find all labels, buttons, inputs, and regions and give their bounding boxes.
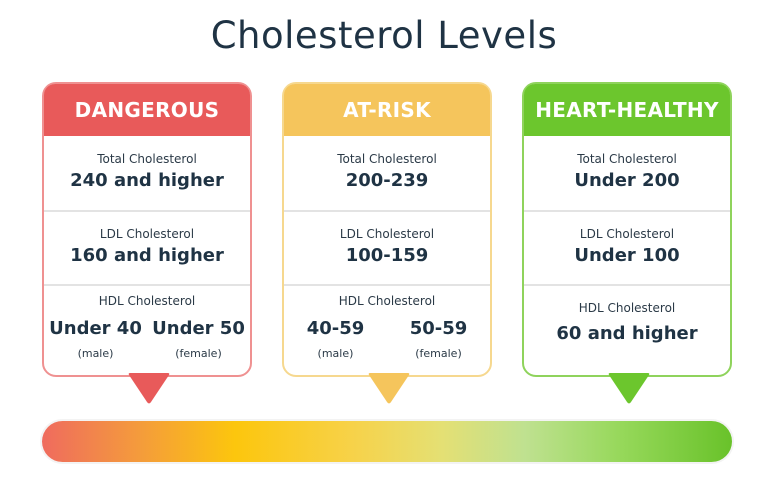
hdl-female-label: (female) xyxy=(415,347,462,360)
ldl-cholesterol-value: 100-159 xyxy=(345,245,429,266)
pointer-down-icon xyxy=(128,373,170,404)
pointer-down-icon xyxy=(608,373,650,404)
hdl-male-label: (male) xyxy=(77,347,114,360)
pointer-down-icon xyxy=(368,373,410,404)
hdl-cholesterol-label: HDL Cholesterol xyxy=(578,301,676,315)
page-title: Cholesterol Levels xyxy=(210,14,558,57)
card-heart-healthy: HEART-HEALTHY Total Cholesterol Under 20… xyxy=(522,82,732,404)
hdl-female-value: Under 50 xyxy=(152,318,245,339)
card-header-dangerous: DANGEROUS xyxy=(44,84,250,136)
hdl-cholesterol-section: HDL Cholesterol 40-59 (male) 50-59 (fema… xyxy=(284,286,490,375)
hdl-male-label: (male) xyxy=(317,347,354,360)
hdl-female-label: (female) xyxy=(175,347,222,360)
hdl-cholesterol-section: HDL Cholesterol Under 40 (male) Under 50… xyxy=(44,286,250,375)
total-cholesterol-value: 200-239 xyxy=(345,170,429,191)
total-cholesterol-value: Under 200 xyxy=(574,170,680,191)
total-cholesterol-label: Total Cholesterol xyxy=(337,152,437,166)
ldl-cholesterol-section: LDL Cholesterol Under 100 xyxy=(524,212,730,286)
hdl-male-value: Under 40 xyxy=(49,318,142,339)
hdl-female-value: 50-59 xyxy=(409,318,468,339)
card-header-at-risk: AT-RISK xyxy=(284,84,490,136)
ldl-cholesterol-section: LDL Cholesterol 160 and higher xyxy=(44,212,250,286)
ldl-cholesterol-value: 160 and higher xyxy=(70,245,224,266)
ldl-cholesterol-label: LDL Cholesterol xyxy=(99,227,195,241)
total-cholesterol-label: Total Cholesterol xyxy=(577,152,677,166)
total-cholesterol-value: 240 and higher xyxy=(70,170,224,191)
hdl-male: 40-59 (male) xyxy=(307,318,365,360)
hdl-male: Under 40 (male) xyxy=(49,318,142,360)
card-dangerous: DANGEROUS Total Cholesterol 240 and high… xyxy=(42,82,252,404)
total-cholesterol-section: Total Cholesterol Under 200 xyxy=(524,136,730,212)
hdl-female: 50-59 (female) xyxy=(410,318,468,360)
total-cholesterol-section: Total Cholesterol 240 and higher xyxy=(44,136,250,212)
total-cholesterol-label: Total Cholesterol xyxy=(97,152,197,166)
total-cholesterol-section: Total Cholesterol 200-239 xyxy=(284,136,490,212)
hdl-split: 40-59 (male) 50-59 (female) xyxy=(284,318,490,360)
hdl-cholesterol-label: HDL Cholesterol xyxy=(98,294,196,308)
hdl-male-value: 40-59 xyxy=(306,318,365,339)
card-header-heart-healthy: HEART-HEALTHY xyxy=(524,84,730,136)
card-at-risk: AT-RISK Total Cholesterol 200-239 LDL Ch… xyxy=(282,82,492,404)
hdl-female: Under 50 (female) xyxy=(152,318,245,360)
ldl-cholesterol-label: LDL Cholesterol xyxy=(339,227,435,241)
ldl-cholesterol-section: LDL Cholesterol 100-159 xyxy=(284,212,490,286)
ldl-cholesterol-label: LDL Cholesterol xyxy=(579,227,675,241)
hdl-cholesterol-section: HDL Cholesterol 60 and higher xyxy=(524,286,730,375)
hdl-cholesterol-label: HDL Cholesterol xyxy=(338,294,436,308)
hdl-split: Under 40 (male) Under 50 (female) xyxy=(44,318,250,360)
ldl-cholesterol-value: Under 100 xyxy=(574,245,680,266)
gradient-gauge-bar xyxy=(42,421,732,462)
hdl-cholesterol-value: 60 and higher xyxy=(556,323,698,344)
